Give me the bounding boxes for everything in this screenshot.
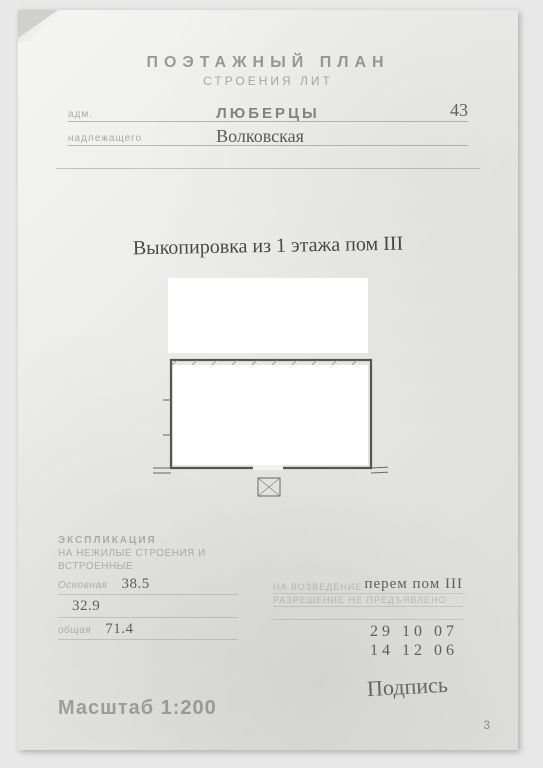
- city-label: адм.: [68, 109, 93, 120]
- stamp-row-1: 32.9: [58, 597, 238, 618]
- stamp-row-2: общая 71.4: [58, 620, 238, 641]
- scale-label: Масштаб 1:200: [58, 697, 217, 720]
- stamp-row-value: 38.5: [111, 575, 149, 595]
- stamp-heading-3: ВСТРОЕННЫЕ: [58, 560, 238, 573]
- doc-subtitle: СТРОЕНИЯ ЛИТ: [18, 74, 518, 88]
- stamp-row-label: Основная: [58, 579, 107, 592]
- tiny-page-number: 3: [483, 718, 490, 732]
- faded-line-2: РАЗРЕШЕНИЕ НЕ ПРЕДЪЯВЛЕНО: [273, 595, 447, 605]
- city-row: адм. ЛЮБЕРЦЫ: [68, 104, 468, 122]
- floorplan: [153, 340, 388, 505]
- note-script: перем пом III: [364, 573, 463, 596]
- stamp-heading-1: ЭКСПЛИКАЦИЯ: [58, 534, 238, 547]
- explication-stamp: ЭКСПЛИКАЦИЯ НА НЕЖИЛЫЕ СТРОЕНИЯ И ВСТРОЕ…: [58, 534, 238, 641]
- date-line-1: 29 10 07: [370, 622, 458, 641]
- date-line-2: 14 12 06: [370, 641, 458, 660]
- faded-print-block: НА ВОЗВЕДЕНИЕ перем пом III РАЗРЕШЕНИЕ Н…: [273, 581, 463, 620]
- stamp-row-value: 32.9: [62, 597, 100, 617]
- faded-line-1: НА ВОЗВЕДЕНИЕ: [273, 582, 362, 592]
- street-row: надлежащего Волковская: [68, 128, 468, 146]
- page-number: 43: [450, 100, 468, 121]
- document-page: ПОЭТАЖНЫЙ ПЛАН СТРОЕНИЯ ЛИТ адм. ЛЮБЕРЦЫ…: [18, 10, 518, 750]
- street-label: надлежащего: [68, 133, 142, 144]
- floorplan-interior: [173, 365, 368, 465]
- city-value: ЛЮБЕРЦЫ: [216, 105, 319, 122]
- corner-fold: [18, 10, 58, 38]
- stamp-row-value: 71.4: [95, 620, 133, 640]
- header: ПОЭТАЖНЫЙ ПЛАН СТРОЕНИЯ ЛИТ: [18, 54, 518, 88]
- stamp-row-0: Основная 38.5: [58, 575, 238, 596]
- doc-title: ПОЭТАЖНЫЙ ПЛАН: [18, 54, 518, 72]
- street-value: Волковская: [216, 126, 304, 147]
- stamp-heading-2: НА НЕЖИЛЫЕ СТРОЕНИЯ И: [58, 547, 238, 560]
- stamp-row-label: общая: [58, 624, 91, 637]
- signature: Подпись: [367, 672, 449, 702]
- divider: [56, 168, 480, 169]
- date-block: 29 10 07 14 12 06: [370, 622, 458, 660]
- right-notes: НА ВОЗВЕДЕНИЕ перем пом III РАЗРЕШЕНИЕ Н…: [273, 581, 463, 620]
